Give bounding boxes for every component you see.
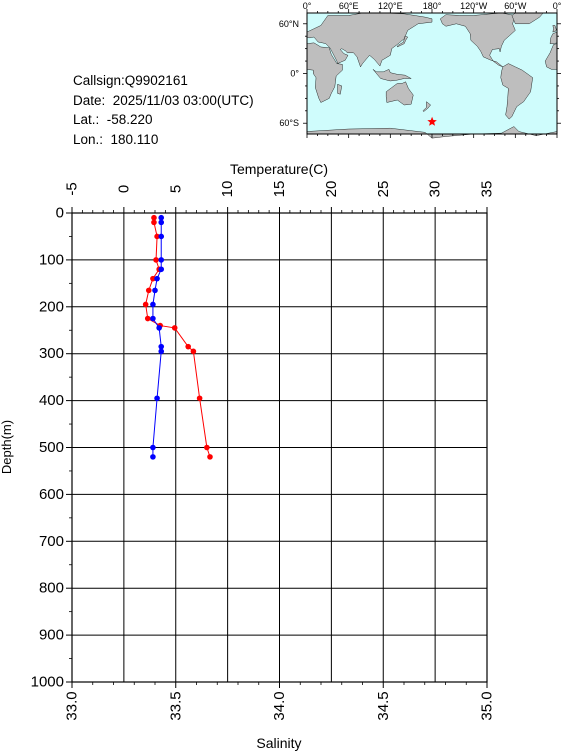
- land-australia: [385, 81, 414, 106]
- land-south-america: [500, 63, 533, 120]
- latitude-label: Lat.: -58.220: [73, 112, 153, 127]
- map-longitude-label: 0°: [553, 1, 562, 11]
- salinity-axis-title: Salinity: [256, 735, 301, 751]
- temperature-point: [151, 219, 157, 226]
- chart-tick-labels: -5 0 5 10 15 20 25 30 35010020030040050060070080…: [31, 181, 496, 721]
- salinity-point: [150, 301, 156, 308]
- chart-ticks: [66, 207, 488, 688]
- salinity-point: [156, 325, 162, 331]
- map-labels: 0° 60°E 120°E 180° 120°W 60°W 0° 60°N 0° 60°S: [279, 1, 562, 128]
- map-longitude-label: 60°W: [504, 1, 527, 11]
- temperature-point: [190, 348, 197, 355]
- map-longitude-label: 120°E: [378, 1, 403, 11]
- salinity-point: [152, 287, 158, 294]
- temperature-axis-title: Temperature(C): [230, 161, 328, 177]
- temperature-point: [196, 395, 203, 402]
- map-longitude-label: 120°W: [460, 1, 488, 11]
- salinity-point: [150, 454, 156, 460]
- depth-tick-label: 900: [39, 627, 64, 644]
- depth-tick-label: 700: [39, 533, 64, 550]
- temperature-profile-line: [145, 217, 211, 458]
- salinity-point: [158, 214, 165, 221]
- chart-grid: [72, 213, 487, 682]
- salinity-point: [150, 315, 156, 322]
- salinity-point: [158, 348, 165, 355]
- map-longitude-label: 60°E: [339, 1, 359, 11]
- temperature-point: [154, 233, 160, 240]
- temperature-tick-label: 35: [479, 181, 496, 198]
- date-label: Date: 2025/11/03 03:00(UTC): [73, 92, 254, 108]
- temperature-tick-label: 15: [271, 181, 288, 198]
- salinity-tick-label: 34.0: [271, 691, 288, 720]
- salinity-point: [158, 257, 165, 263]
- temperature-point: [185, 343, 191, 350]
- salinity-point: [158, 343, 165, 350]
- temperature-point: [150, 275, 156, 282]
- temperature-point: [151, 214, 157, 221]
- temperature-tick-label: 5: [167, 185, 184, 193]
- temperature-tick-label: 10: [219, 181, 236, 198]
- map-land: [306, 12, 558, 139]
- map-frame: [303, 9, 561, 138]
- temperature-tick-label: 0: [115, 185, 132, 193]
- salinity-tick-label: 35.0: [479, 691, 496, 720]
- star-icon: [427, 116, 437, 126]
- callsign-label: Callsign:Q9902161: [73, 73, 188, 88]
- land-madagascar: [337, 83, 342, 95]
- map-longitude-label: 180°: [423, 1, 442, 11]
- chart-series: [142, 214, 213, 460]
- longitude-label: Lon.: 180.110: [73, 131, 159, 147]
- float-info: Callsign:Q9902161 Date: 2025/11/03 03:00…: [73, 71, 254, 149]
- map-marker: [427, 116, 437, 126]
- depth-tick-label: 0: [56, 205, 64, 222]
- map-latitude-label: 60°N: [279, 19, 299, 29]
- depth-tick-label: 800: [39, 580, 64, 597]
- salinity-point: [158, 266, 165, 273]
- land-europe-asia: [306, 12, 433, 68]
- salinity-point: [158, 219, 165, 226]
- land-japan: [396, 35, 409, 48]
- map-latitude-label: 60°S: [279, 118, 299, 128]
- depth-tick-label: 100: [39, 251, 64, 268]
- salinity-point: [150, 444, 156, 451]
- depth-tick-label: 600: [39, 486, 64, 503]
- temperature-tick-label: 25: [375, 181, 392, 198]
- depth-tick-label: 500: [39, 439, 64, 456]
- temperature-point: [207, 454, 213, 460]
- salinity-tick-label: 33.5: [167, 691, 184, 720]
- salinity-tick-label: 33.0: [64, 691, 81, 720]
- land-indonesia: [372, 69, 412, 82]
- temperature-tick-label: -5: [64, 182, 81, 195]
- salinity-point: [154, 275, 160, 282]
- temperature-tick-label: 30: [427, 181, 444, 198]
- temperature-point: [204, 444, 210, 451]
- location-map: 0° 60°E 120°E 180° 120°W 60°W 0° 60°N 0° 60°S: [279, 1, 562, 139]
- land-new-zealand: [422, 101, 431, 112]
- map-longitude-label: 0°: [303, 1, 312, 11]
- land-uk: [552, 25, 557, 33]
- temperature-point: [145, 287, 152, 294]
- depth-axis-title: Depth(m): [0, 420, 14, 474]
- temperature-point: [171, 325, 178, 331]
- depth-tick-label: 300: [39, 345, 64, 362]
- map-latitude-label: 0°: [290, 69, 299, 79]
- depth-tick-label: 1000: [31, 674, 64, 691]
- profile-chart: -5 0 5 10 15 20 25 30 35010020030040050060070080…: [0, 161, 496, 751]
- temperature-point: [144, 315, 151, 322]
- salinity-point: [158, 233, 165, 240]
- temperature-point: [153, 257, 159, 263]
- depth-tick-label: 200: [39, 298, 64, 315]
- temperature-point: [142, 301, 149, 308]
- salinity-point: [154, 395, 160, 402]
- temperature-tick-label: 20: [323, 181, 340, 198]
- salinity-profile-line: [152, 217, 162, 457]
- plot-frame: [71, 212, 488, 683]
- land-africa: [306, 42, 343, 103]
- depth-tick-label: 400: [39, 392, 64, 409]
- salinity-tick-label: 34.5: [375, 691, 392, 720]
